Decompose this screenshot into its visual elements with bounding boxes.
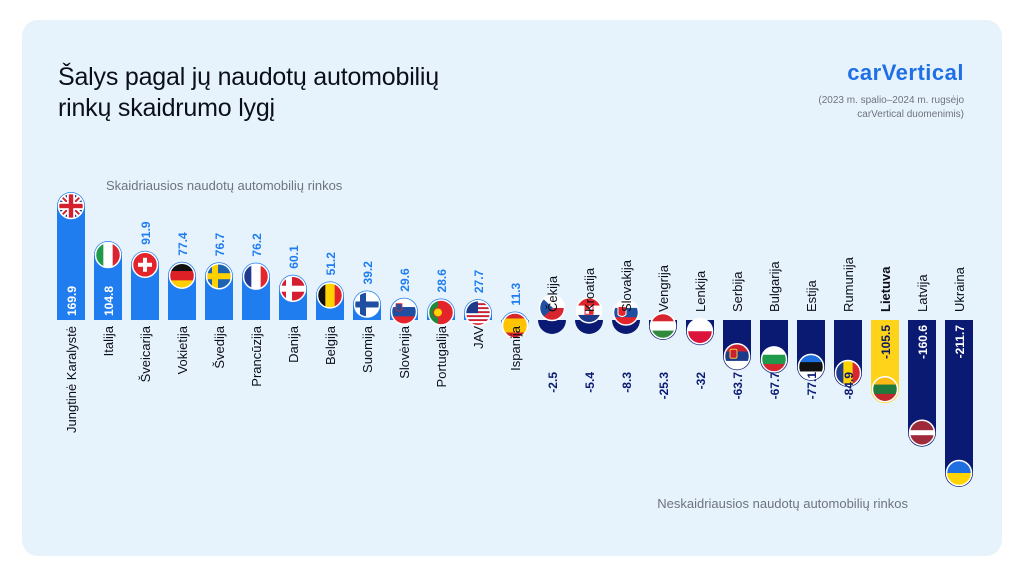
denmark-flag <box>279 275 307 302</box>
value-label: 60.1 <box>287 245 301 269</box>
title-line-1: Šalys pagal jų naudotų automobilių <box>58 63 439 91</box>
sweden-flag <box>205 262 233 290</box>
category-label: Slovakija <box>619 259 634 312</box>
value-label: -8.3 <box>620 372 634 393</box>
category-label: Čekija <box>545 275 560 312</box>
category-label: Lenkija <box>693 270 708 312</box>
bulgaria-flag <box>760 346 788 373</box>
source-line-1: (2023 m. spalio–2024 m. rugsėjo <box>818 95 964 106</box>
source-line-2: carVertical duomenimis) <box>857 109 964 120</box>
category-label: Suomija <box>360 325 375 373</box>
annotation-least-transparent: Neskaidriausios naudotų automobilių rink… <box>657 496 908 511</box>
value-label: -32 <box>694 372 708 390</box>
value-label: 91.9 <box>139 221 153 245</box>
value-label: 76.2 <box>250 233 264 257</box>
hungary-flag <box>649 312 677 340</box>
category-label: Kroatija <box>582 267 597 312</box>
value-label: 51.2 <box>324 252 338 276</box>
value-label: 39.2 <box>361 261 375 285</box>
estonia-flag <box>797 353 825 381</box>
title-line-2: rinkų skaidrumo lygį <box>58 94 275 122</box>
value-label: -77.1 <box>805 372 819 400</box>
bar-čekija <box>538 320 566 334</box>
category-label: Slovėnija <box>397 325 412 379</box>
annotation-most-transparent: Skaidriausios naudotų automobilių rinkos <box>106 178 343 193</box>
portugal-flag <box>427 299 455 326</box>
category-label: Vokietija <box>175 325 190 374</box>
france-flag <box>242 263 270 290</box>
romania-flag <box>834 359 862 387</box>
category-label: Danija <box>286 325 301 363</box>
value-label: -84.9 <box>842 372 856 400</box>
category-label: Latvija <box>915 274 930 312</box>
value-label: -160.6 <box>916 325 930 359</box>
value-label: -105.5 <box>879 325 893 359</box>
value-label: 104.8 <box>102 286 116 316</box>
bar-latvija <box>908 320 936 447</box>
value-label: 77.4 <box>176 232 190 256</box>
category-label: Šveicarija <box>138 325 153 382</box>
value-label: -67.7 <box>768 372 782 400</box>
value-label: 169.9 <box>65 286 79 316</box>
italy-flag <box>94 241 122 269</box>
carvertical-logo: carVertical <box>847 60 964 85</box>
value-label: 11.3 <box>509 282 523 305</box>
bar-ukraina <box>945 320 973 487</box>
value-label: 27.7 <box>472 269 486 293</box>
category-label: Estija <box>804 279 819 312</box>
ukraine-flag <box>945 459 973 487</box>
value-label: 76.7 <box>213 233 227 257</box>
belgium-flag <box>316 282 344 309</box>
finland-flag <box>353 291 381 318</box>
category-label: Belgija <box>323 325 338 365</box>
lithuania-flag <box>871 375 899 403</box>
croatia-flag <box>575 297 603 324</box>
switzerland-flag <box>131 251 159 279</box>
category-label: Rumunija <box>841 256 856 312</box>
chart-title: Šalys pagal jų naudotų automobilių rinkų… <box>58 62 439 124</box>
category-label: Lietuva <box>878 266 893 312</box>
bar-kroatija <box>575 320 603 334</box>
source-note: (2023 m. spalio–2024 m. rugsėjo carVerti… <box>704 94 964 122</box>
value-label: 28.6 <box>435 269 449 293</box>
category-label: Serbija <box>730 271 745 312</box>
value-label: 29.6 <box>398 268 412 292</box>
category-label: Jungtinė Karalystė <box>64 326 79 433</box>
category-label: Italija <box>101 325 116 356</box>
category-label: Ispanija <box>508 325 523 371</box>
category-label: Vengrija <box>656 264 671 312</box>
united-kingdom-flag <box>57 192 85 220</box>
spain-flag <box>501 312 529 339</box>
value-label: -5.4 <box>583 372 597 393</box>
value-label: -63.7 <box>731 372 745 400</box>
category-label: Portugalija <box>434 325 449 387</box>
germany-flag <box>168 262 196 289</box>
category-label: Švedija <box>212 325 227 368</box>
serbia-flag <box>723 342 751 370</box>
value-label: -25.3 <box>657 372 671 400</box>
slovakia-flag <box>612 299 640 326</box>
category-label: Ukraina <box>952 266 967 312</box>
category-label: JAV <box>471 326 486 349</box>
category-label: Prancūzija <box>249 325 264 386</box>
czechia-flag <box>538 294 566 322</box>
bar-jungtinė-karalystė <box>57 192 85 320</box>
value-label: -2.5 <box>546 372 560 393</box>
category-label: Bulgarija <box>767 261 782 312</box>
slovenia-flag <box>390 298 418 325</box>
value-label: -211.7 <box>953 325 967 359</box>
latvia-flag <box>908 419 936 446</box>
poland-flag <box>686 317 714 345</box>
